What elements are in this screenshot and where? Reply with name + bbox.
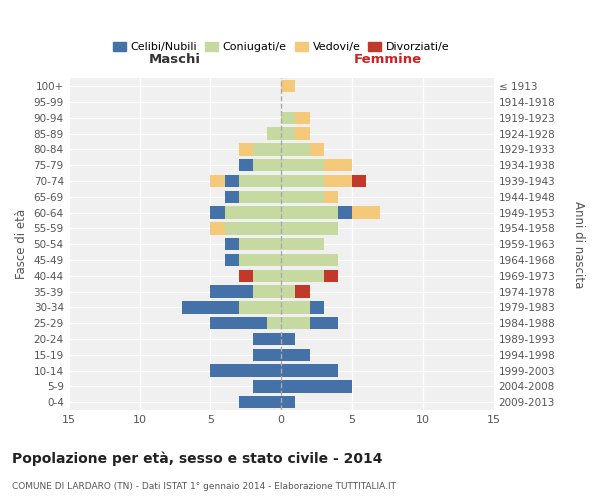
Bar [324, 159, 352, 172]
Bar [239, 159, 253, 172]
Bar [211, 175, 224, 187]
Y-axis label: Anni di nascita: Anni di nascita [572, 200, 585, 288]
Bar [281, 128, 295, 140]
Bar [224, 222, 281, 234]
Bar [281, 270, 324, 282]
Bar [239, 190, 281, 203]
Bar [253, 333, 281, 345]
Bar [281, 175, 324, 187]
Bar [224, 254, 239, 266]
Bar [281, 206, 338, 219]
Bar [295, 128, 310, 140]
Bar [224, 206, 281, 219]
Bar [281, 396, 295, 408]
Bar [211, 286, 253, 298]
Text: COMUNE DI LARDARO (TN) - Dati ISTAT 1° gennaio 2014 - Elaborazione TUTTITALIA.IT: COMUNE DI LARDARO (TN) - Dati ISTAT 1° g… [12, 482, 396, 491]
Bar [267, 317, 281, 330]
Bar [239, 175, 281, 187]
Bar [281, 317, 310, 330]
Bar [281, 302, 310, 314]
Bar [211, 317, 267, 330]
Bar [239, 238, 281, 250]
Bar [253, 270, 281, 282]
Bar [224, 238, 239, 250]
Bar [239, 144, 253, 156]
Bar [310, 302, 324, 314]
Bar [352, 175, 366, 187]
Bar [211, 206, 224, 219]
Bar [295, 286, 310, 298]
Bar [281, 144, 310, 156]
Text: Popolazione per età, sesso e stato civile - 2014: Popolazione per età, sesso e stato civil… [12, 451, 383, 466]
Bar [253, 286, 281, 298]
Bar [253, 159, 281, 172]
Bar [224, 175, 239, 187]
Bar [239, 270, 253, 282]
Bar [253, 144, 281, 156]
Bar [281, 380, 352, 392]
Bar [239, 254, 281, 266]
Bar [281, 222, 338, 234]
Bar [310, 317, 338, 330]
Bar [324, 190, 338, 203]
Legend: Celibi/Nubili, Coniugati/e, Vedovi/e, Divorziati/e: Celibi/Nubili, Coniugati/e, Vedovi/e, Di… [109, 38, 454, 57]
Bar [310, 144, 324, 156]
Bar [253, 380, 281, 392]
Y-axis label: Fasce di età: Fasce di età [15, 209, 28, 280]
Bar [281, 254, 338, 266]
Bar [281, 80, 295, 92]
Bar [295, 112, 310, 124]
Bar [281, 348, 310, 361]
Bar [281, 333, 295, 345]
Bar [211, 222, 224, 234]
Bar [338, 206, 352, 219]
Bar [224, 190, 239, 203]
Bar [182, 302, 239, 314]
Bar [281, 112, 295, 124]
Bar [239, 302, 281, 314]
Bar [239, 396, 281, 408]
Bar [211, 364, 281, 377]
Text: Femmine: Femmine [353, 52, 422, 66]
Bar [352, 206, 380, 219]
Bar [267, 128, 281, 140]
Bar [253, 348, 281, 361]
Bar [281, 159, 324, 172]
Bar [324, 270, 338, 282]
Bar [281, 238, 324, 250]
Bar [281, 286, 295, 298]
Text: Maschi: Maschi [149, 52, 201, 66]
Bar [281, 364, 338, 377]
Bar [324, 175, 352, 187]
Bar [281, 190, 324, 203]
